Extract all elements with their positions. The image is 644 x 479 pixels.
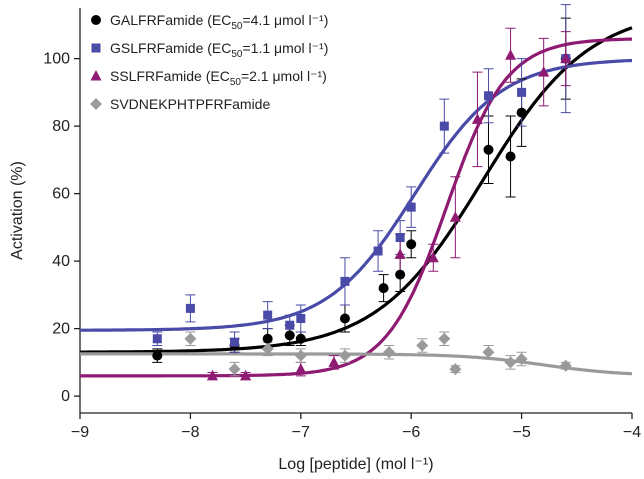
data-point xyxy=(471,113,483,124)
x-tick-label: −4 xyxy=(623,424,641,441)
data-point xyxy=(406,239,417,250)
data-point xyxy=(416,339,429,352)
x-tick-label: −8 xyxy=(181,424,199,441)
data-point xyxy=(263,310,273,320)
legend-entry: GALFRFamide (EC50=4.1 μmol l⁻¹) xyxy=(110,12,328,32)
ticks: −9 −8 −7 −6 −5 −4 0 20 40 60 80 100 xyxy=(43,51,641,441)
data-point xyxy=(373,246,383,256)
data-point xyxy=(517,87,527,97)
data-point xyxy=(559,359,572,372)
data-point xyxy=(206,369,218,381)
data-point xyxy=(505,49,517,60)
data-point xyxy=(295,333,306,344)
legend-entry: SVDNEKPHTPFRFamide xyxy=(110,96,270,112)
data-point xyxy=(427,251,439,263)
data-point xyxy=(285,320,295,330)
data-point xyxy=(184,332,197,345)
y-tick-label: 80 xyxy=(52,118,70,135)
data-point xyxy=(295,363,307,374)
data-point xyxy=(516,107,527,118)
data-point xyxy=(395,269,406,280)
data-point xyxy=(296,314,306,323)
data-point xyxy=(560,52,572,64)
legend-marker xyxy=(90,70,102,81)
legend-series-name: GSLFRFamide xyxy=(110,40,204,56)
data-point xyxy=(262,333,273,344)
y-tick-label: 0 xyxy=(61,388,70,405)
x-tick-label: −9 xyxy=(71,424,89,441)
data-point xyxy=(483,144,494,155)
y-tick-label: 20 xyxy=(52,321,70,338)
data-point xyxy=(483,91,493,101)
fit-curve xyxy=(80,58,633,332)
data-point xyxy=(515,353,528,365)
axes xyxy=(79,8,632,414)
y-tick-label: 60 xyxy=(52,186,70,203)
data-point xyxy=(152,334,162,344)
legend-series-name: SSLFRFamide xyxy=(110,68,202,84)
x-axis-title: Log [peptide] (mol l⁻¹) xyxy=(278,456,433,473)
x-tick-label: −6 xyxy=(402,424,420,441)
legend-series-name: SVDNEKPHTPFRFamide xyxy=(110,96,270,112)
y-tick-label: 40 xyxy=(52,253,70,270)
legend-series-name: GALFRFamide xyxy=(110,12,204,28)
data-point xyxy=(240,369,252,381)
legend-marker xyxy=(90,98,102,110)
data-point xyxy=(328,356,340,367)
data-point xyxy=(395,233,405,242)
data-point xyxy=(185,303,195,313)
data-point xyxy=(538,66,550,77)
fit-curve xyxy=(80,352,633,376)
data-point xyxy=(383,346,396,359)
legend-ec50: =2.1 μmol l⁻¹) xyxy=(241,68,327,84)
data-point xyxy=(152,350,163,361)
data-point xyxy=(228,363,241,376)
y-axis-title: Activation (%) xyxy=(9,161,26,260)
data-points xyxy=(152,49,572,381)
error-bars xyxy=(152,4,571,380)
data-point xyxy=(482,346,495,359)
fit-curve xyxy=(80,26,633,354)
legend-entry: SSLFRFamide (EC50=2.1 μmol l⁻¹) xyxy=(110,68,327,88)
fit-curves xyxy=(80,26,633,378)
fit-curve xyxy=(80,37,632,378)
data-point xyxy=(294,349,307,362)
y-tick-label: 100 xyxy=(43,51,70,68)
data-point xyxy=(504,356,517,369)
data-point xyxy=(340,276,350,286)
legend-ec50: =1.1 μmol l⁻¹) xyxy=(242,40,328,56)
x-tick-label: −5 xyxy=(512,424,530,441)
data-point xyxy=(378,283,389,294)
data-point xyxy=(449,363,462,376)
data-point xyxy=(338,349,351,362)
data-point xyxy=(438,332,451,345)
legend-marker xyxy=(91,43,101,53)
data-point xyxy=(230,337,240,347)
legend-marker xyxy=(91,15,101,25)
legend-ec50: =4.1 μmol l⁻¹) xyxy=(242,12,328,28)
data-point xyxy=(406,202,416,212)
data-point xyxy=(284,330,295,341)
data-point xyxy=(339,313,350,324)
data-point xyxy=(439,121,449,131)
data-point xyxy=(394,248,406,259)
legend: GALFRFamide (EC50=4.1 μmol l⁻¹) GSLFRFami… xyxy=(90,12,328,112)
data-point xyxy=(505,151,516,162)
data-point xyxy=(261,342,274,355)
legend-entry: GSLFRFamide (EC50=1.1 μmol l⁻¹) xyxy=(110,40,328,60)
data-point xyxy=(449,211,461,222)
x-tick-label: −7 xyxy=(292,424,310,441)
